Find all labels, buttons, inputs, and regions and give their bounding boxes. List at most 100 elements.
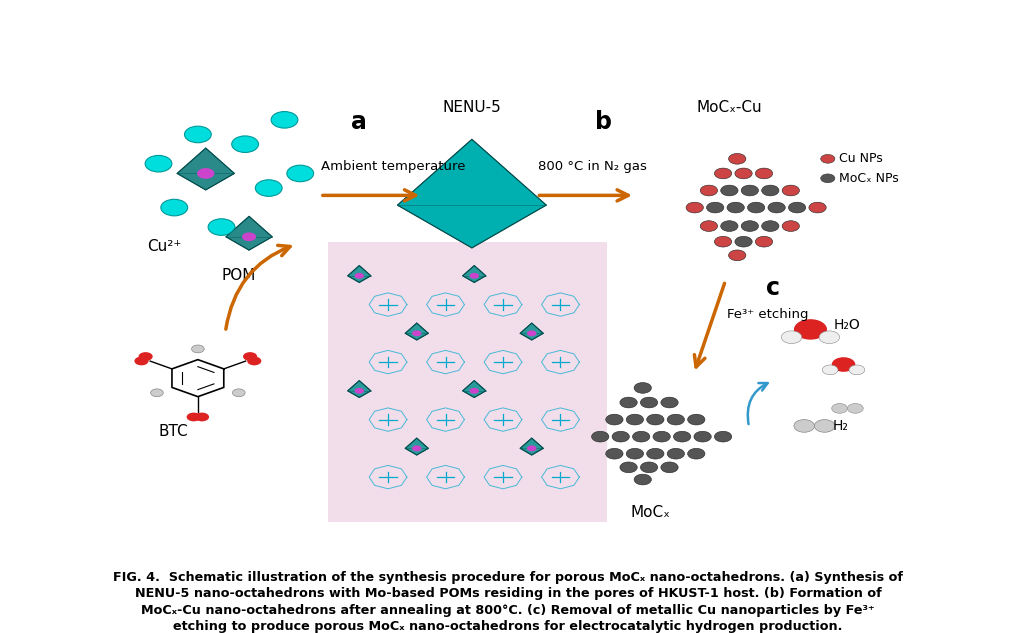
- Text: Cu NPs: Cu NPs: [839, 153, 883, 165]
- Circle shape: [247, 356, 261, 365]
- Polygon shape: [397, 139, 547, 248]
- Circle shape: [694, 431, 711, 442]
- Circle shape: [762, 221, 779, 232]
- Circle shape: [668, 448, 685, 459]
- Circle shape: [735, 236, 752, 247]
- Circle shape: [782, 221, 800, 232]
- Circle shape: [469, 273, 479, 279]
- Circle shape: [849, 365, 865, 375]
- Circle shape: [242, 232, 256, 241]
- Text: Cu²⁺: Cu²⁺: [146, 239, 181, 254]
- Circle shape: [271, 111, 298, 128]
- Circle shape: [755, 168, 772, 179]
- Circle shape: [355, 273, 364, 279]
- Circle shape: [620, 462, 637, 473]
- FancyBboxPatch shape: [328, 242, 608, 522]
- Text: FIG. 4.  Schematic illustration of the synthesis procedure for porous MoCₓ nano-: FIG. 4. Schematic illustration of the sy…: [113, 571, 903, 584]
- Circle shape: [815, 420, 835, 432]
- Text: BTC: BTC: [158, 424, 188, 439]
- Circle shape: [714, 236, 732, 247]
- Circle shape: [647, 448, 664, 459]
- Circle shape: [728, 250, 746, 261]
- Circle shape: [527, 446, 536, 451]
- Text: MoCₓ NPs: MoCₓ NPs: [839, 172, 898, 185]
- Circle shape: [634, 382, 651, 393]
- Circle shape: [660, 462, 679, 473]
- Circle shape: [700, 185, 717, 196]
- Circle shape: [793, 420, 815, 432]
- Polygon shape: [520, 323, 544, 340]
- Circle shape: [832, 403, 847, 413]
- Circle shape: [620, 397, 637, 408]
- Circle shape: [653, 431, 671, 442]
- Circle shape: [788, 202, 806, 213]
- Circle shape: [626, 448, 643, 459]
- Polygon shape: [405, 323, 429, 340]
- Circle shape: [412, 330, 422, 336]
- Text: MoCₓ-Cu nano-octahedrons after annealing at 800°C. (c) Removal of metallic Cu na: MoCₓ-Cu nano-octahedrons after annealing…: [141, 604, 875, 617]
- Circle shape: [809, 202, 826, 213]
- Circle shape: [821, 174, 835, 183]
- Circle shape: [688, 414, 705, 425]
- Text: c: c: [766, 276, 779, 300]
- Circle shape: [720, 221, 738, 232]
- Circle shape: [727, 202, 745, 213]
- Circle shape: [660, 397, 679, 408]
- Circle shape: [606, 448, 623, 459]
- Circle shape: [688, 448, 705, 459]
- Polygon shape: [405, 438, 429, 455]
- Circle shape: [233, 389, 245, 397]
- Circle shape: [192, 345, 204, 353]
- Circle shape: [728, 153, 746, 164]
- Circle shape: [161, 199, 188, 216]
- Polygon shape: [462, 380, 486, 398]
- Text: NENU-5: NENU-5: [443, 100, 501, 115]
- Circle shape: [742, 221, 759, 232]
- Circle shape: [742, 185, 759, 196]
- Circle shape: [640, 397, 657, 408]
- Circle shape: [187, 413, 201, 422]
- Text: MoCₓ-Cu: MoCₓ-Cu: [697, 100, 762, 115]
- Circle shape: [647, 414, 664, 425]
- Circle shape: [720, 185, 738, 196]
- Circle shape: [781, 331, 802, 344]
- Circle shape: [755, 236, 772, 247]
- Text: POM: POM: [221, 268, 256, 284]
- Circle shape: [674, 431, 691, 442]
- Circle shape: [232, 136, 258, 153]
- Circle shape: [714, 168, 732, 179]
- Circle shape: [686, 202, 703, 213]
- Polygon shape: [226, 216, 272, 250]
- Text: 800 °C in N₂ gas: 800 °C in N₂ gas: [538, 160, 647, 173]
- Circle shape: [355, 388, 364, 394]
- Polygon shape: [177, 148, 235, 190]
- Circle shape: [591, 431, 609, 442]
- Text: Fe³⁺ etching: Fe³⁺ etching: [727, 308, 809, 322]
- Circle shape: [208, 219, 235, 235]
- Circle shape: [782, 185, 800, 196]
- Circle shape: [668, 414, 685, 425]
- Polygon shape: [520, 438, 544, 455]
- Circle shape: [255, 180, 282, 196]
- Circle shape: [832, 357, 855, 372]
- Circle shape: [626, 414, 643, 425]
- Circle shape: [469, 388, 479, 394]
- Text: b: b: [595, 110, 612, 134]
- Circle shape: [287, 165, 314, 182]
- Text: MoCₓ: MoCₓ: [631, 505, 671, 520]
- Circle shape: [847, 403, 864, 413]
- Circle shape: [243, 352, 257, 361]
- Circle shape: [195, 413, 209, 422]
- Circle shape: [634, 474, 651, 485]
- Circle shape: [748, 202, 765, 213]
- Text: H₂O: H₂O: [834, 318, 861, 332]
- Circle shape: [138, 352, 152, 361]
- Polygon shape: [347, 380, 371, 398]
- Circle shape: [706, 202, 723, 213]
- Circle shape: [606, 414, 623, 425]
- Circle shape: [819, 331, 839, 344]
- Circle shape: [762, 185, 779, 196]
- Text: a: a: [352, 110, 367, 134]
- Text: Ambient temperature: Ambient temperature: [321, 160, 466, 173]
- Circle shape: [633, 431, 650, 442]
